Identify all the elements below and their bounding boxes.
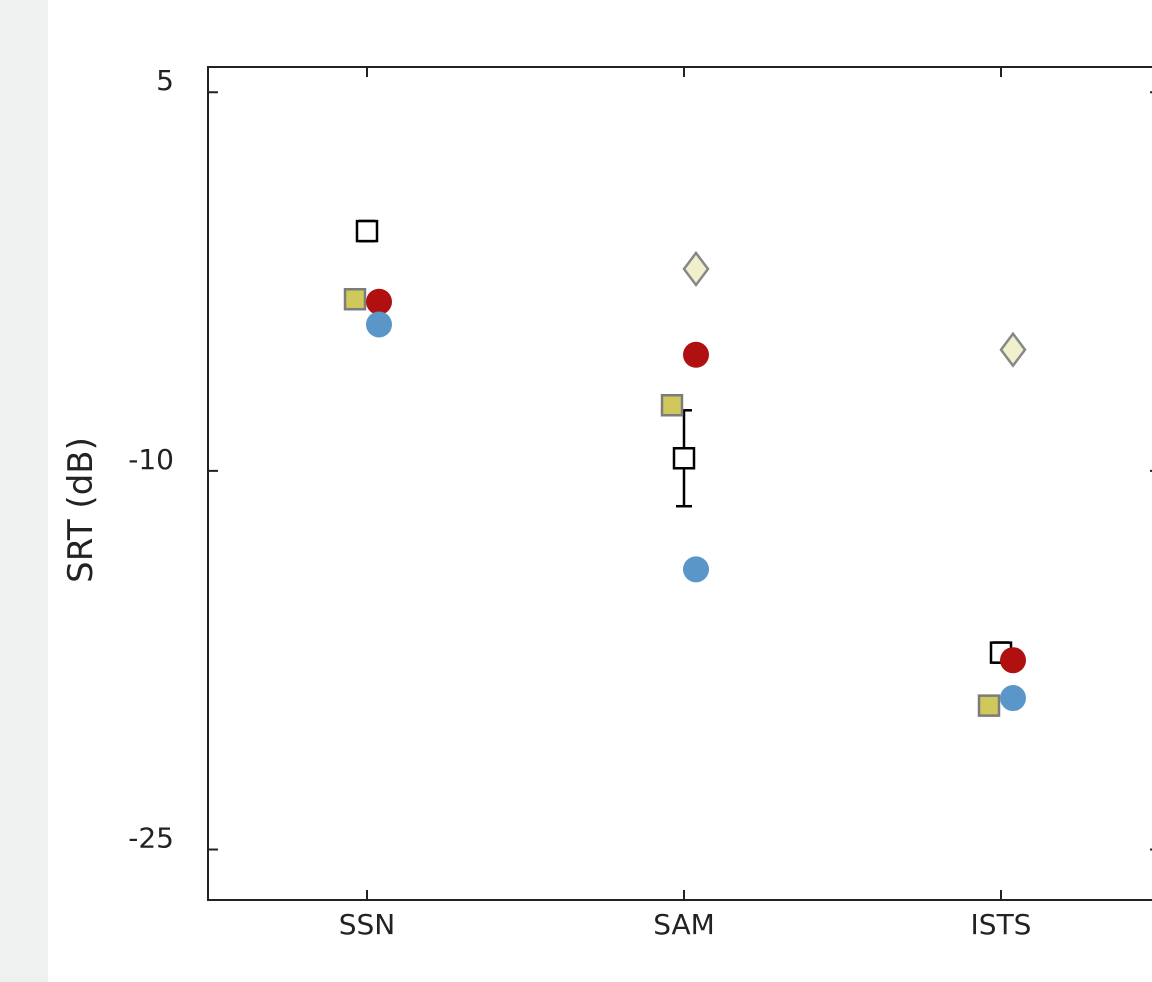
left-margin-strip: [0, 0, 48, 982]
plot-area-frame: [207, 66, 1152, 901]
data-point-circle: [366, 311, 392, 338]
y-axis-title: SRT (dB): [61, 437, 101, 583]
x-tick-label: SSN: [339, 908, 396, 941]
data-point-circle: [683, 341, 709, 368]
data-point-circle: [1000, 647, 1026, 674]
data-point-diamond: [682, 250, 710, 288]
data-point-circle: [683, 556, 709, 583]
data-point-square: [977, 694, 1001, 717]
y-tick-label: -10: [128, 443, 174, 476]
y-tick-label: -25: [128, 822, 174, 855]
data-point-circle: [366, 288, 392, 315]
mean-marker-open-square: [355, 219, 379, 243]
x-tick-label: ISTS: [971, 908, 1032, 941]
data-point-circle: [1000, 685, 1026, 712]
y-tick-label: 5: [156, 64, 174, 97]
data-point-diamond: [999, 331, 1027, 368]
data-point-square: [660, 393, 684, 417]
x-tick-label: SAM: [653, 908, 715, 941]
mean-marker-open-square: [672, 447, 696, 470]
data-point-square: [343, 287, 367, 311]
